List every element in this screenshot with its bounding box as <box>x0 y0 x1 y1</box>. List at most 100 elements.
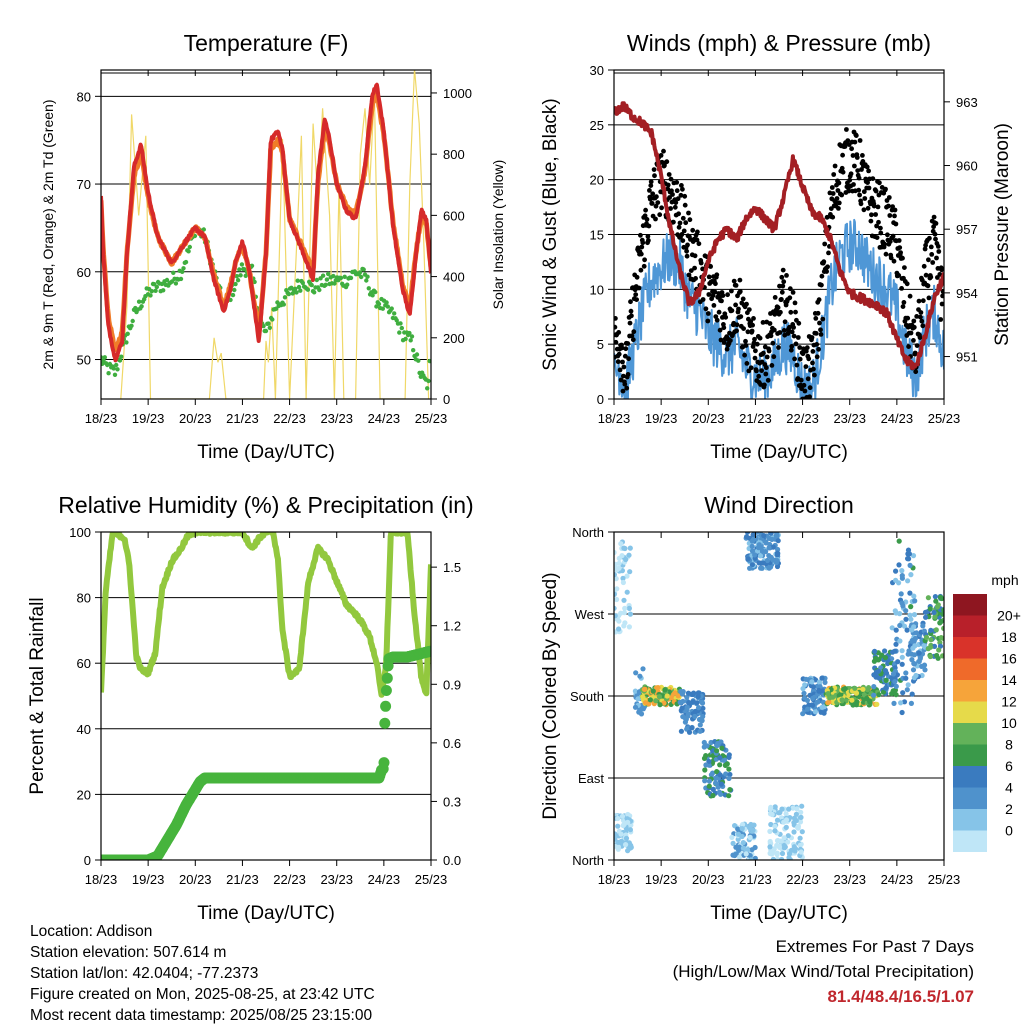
winddir-ytick-label: West <box>575 607 605 622</box>
winddir-point <box>783 817 790 823</box>
winds-point <box>807 385 813 391</box>
winds-point <box>706 274 712 280</box>
winddir-point <box>797 819 804 825</box>
winddir-point <box>620 579 627 586</box>
winds-point <box>690 227 696 233</box>
winddir-point <box>661 700 667 706</box>
winddir-point <box>922 667 928 673</box>
station-latlon: Station lat/lon: 42.0404; -77.2373 <box>30 965 259 982</box>
winds-point <box>846 188 852 194</box>
winddir-point <box>852 685 858 691</box>
winddir-point <box>779 850 786 857</box>
winds-point <box>751 316 756 321</box>
winds-point <box>674 180 680 185</box>
winddir-point <box>872 648 878 655</box>
winddir-point <box>900 690 906 696</box>
winds-point <box>874 223 879 229</box>
winddir-point <box>752 552 758 558</box>
temperature-point <box>187 244 192 250</box>
winddir-point <box>893 577 899 583</box>
winddir-point <box>783 811 789 817</box>
winddir-ylabel: Direction (Colored By Speed) <box>540 572 561 819</box>
winds-point <box>862 196 868 201</box>
winds-point <box>801 382 807 388</box>
winddir-point <box>940 653 944 659</box>
temperature-point <box>380 306 385 311</box>
winds-point <box>834 196 840 201</box>
winds-point <box>633 292 639 297</box>
temperature-point <box>181 266 186 271</box>
winddir-point <box>706 758 712 764</box>
winds-ytick-label: 25 <box>590 118 604 133</box>
winds-point <box>757 335 763 341</box>
winds-ytick-label: 30 <box>590 63 604 78</box>
speed-legend-swatch <box>953 680 987 702</box>
winds-point <box>782 319 788 325</box>
winddir-point <box>899 648 905 654</box>
winddir-point <box>938 618 944 625</box>
winddir-point <box>768 554 774 560</box>
winddir-point <box>908 572 914 578</box>
winds-point <box>829 185 835 190</box>
recent-timestamp: Most recent data timestamp: 2025/08/25 2… <box>30 1007 373 1024</box>
winds-point <box>670 192 675 197</box>
temperature-xtick-label: 23/23 <box>320 411 353 426</box>
winddir-point <box>614 572 617 578</box>
winddir-point <box>785 833 791 839</box>
winds-point <box>674 188 680 194</box>
extremes-panel: Extremes For Past 7 Days (High/Low/Max W… <box>673 934 974 1009</box>
temperature-point <box>365 274 370 279</box>
winds-point <box>929 252 935 257</box>
winds-point <box>809 335 815 340</box>
winds-point <box>737 289 743 294</box>
winds-point <box>617 367 623 373</box>
winds-point <box>878 230 884 236</box>
winddir-point <box>710 792 716 799</box>
winddir-point <box>794 806 800 812</box>
winddir-point <box>697 722 703 728</box>
winds-point <box>713 314 719 319</box>
winddir-point <box>767 844 773 850</box>
winddir-point <box>898 591 904 597</box>
winddir-point <box>903 608 909 614</box>
winddir-point <box>619 813 626 819</box>
winddir-point <box>893 683 899 690</box>
winds-point <box>796 320 802 326</box>
winds-point <box>647 188 652 193</box>
winddir-point <box>627 569 633 575</box>
winddir-point <box>912 598 918 604</box>
winddir-point <box>779 806 785 812</box>
winddir-point <box>619 553 625 559</box>
winddir-point <box>699 718 705 724</box>
humidity-point <box>379 717 391 729</box>
winddir-point <box>791 844 797 850</box>
winddir-point <box>637 708 643 714</box>
temperature-point <box>294 290 299 295</box>
winddir-point <box>805 706 811 712</box>
winds-point <box>675 196 681 202</box>
winddir-point <box>790 805 796 811</box>
winds-point <box>791 333 797 339</box>
winds-point <box>897 245 903 251</box>
winds-point <box>882 241 887 247</box>
temperature-point <box>153 288 158 293</box>
speed-legend-swatch <box>953 615 987 637</box>
winds-point <box>731 278 737 284</box>
winds-point <box>896 273 902 278</box>
winds-point <box>659 205 664 211</box>
winddir-point <box>690 699 696 705</box>
winds-point <box>764 354 770 360</box>
speed-legend-swatch <box>953 658 987 680</box>
temperature-point <box>348 275 354 281</box>
temperature-point <box>293 286 298 291</box>
winds-point <box>661 148 666 154</box>
winds-point <box>818 332 824 337</box>
winddir-point <box>752 855 758 860</box>
winds-point <box>734 322 740 328</box>
winds-point <box>865 180 870 186</box>
winds-point <box>721 325 727 331</box>
temperature-point <box>296 284 302 290</box>
winddir-point <box>614 843 619 849</box>
winds-point <box>677 220 683 226</box>
winddir-point <box>781 835 787 841</box>
